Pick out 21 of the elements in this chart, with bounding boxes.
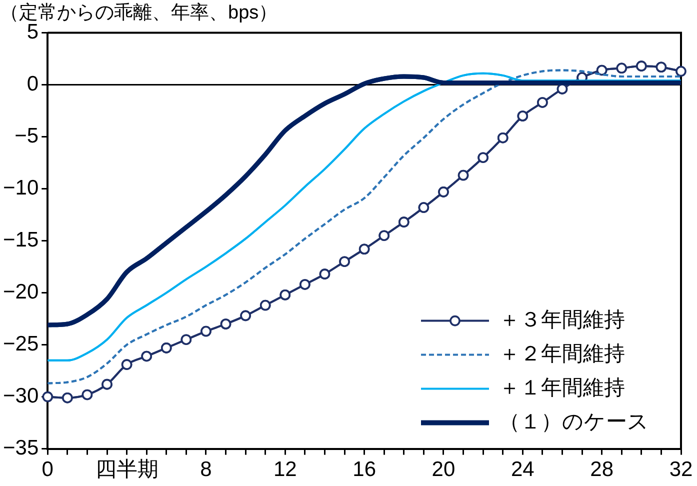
legend-label: （１）のケース [499,410,649,434]
x-tick-label: 16 [352,458,376,482]
y-tick-label: −10 [2,176,39,200]
y-tick-label: −5 [14,124,39,148]
legend-label: ＋２年間維持 [499,342,625,366]
y-tick-label: 0 [26,72,39,96]
y-tick-label: −30 [2,384,39,408]
legend-label: ＋１年間維持 [499,376,625,400]
y-tick-label: −15 [2,228,39,252]
y-tick-label: −20 [2,280,39,304]
x-tick-label: 24 [510,458,535,482]
x-tick-label: 12 [273,458,297,482]
x-tick-label: 0 [42,458,54,482]
x-tick-label: 28 [590,458,614,482]
x-tick-label: 8 [200,458,212,482]
x-tick-label: 20 [432,458,456,482]
y-tick-label: −25 [2,332,39,356]
legend-label: ＋３年間維持 [499,308,625,332]
x-tick-label: 四半期 [95,458,158,482]
y-tick-label: −35 [2,436,39,460]
x-tick-label: 32 [669,458,693,482]
